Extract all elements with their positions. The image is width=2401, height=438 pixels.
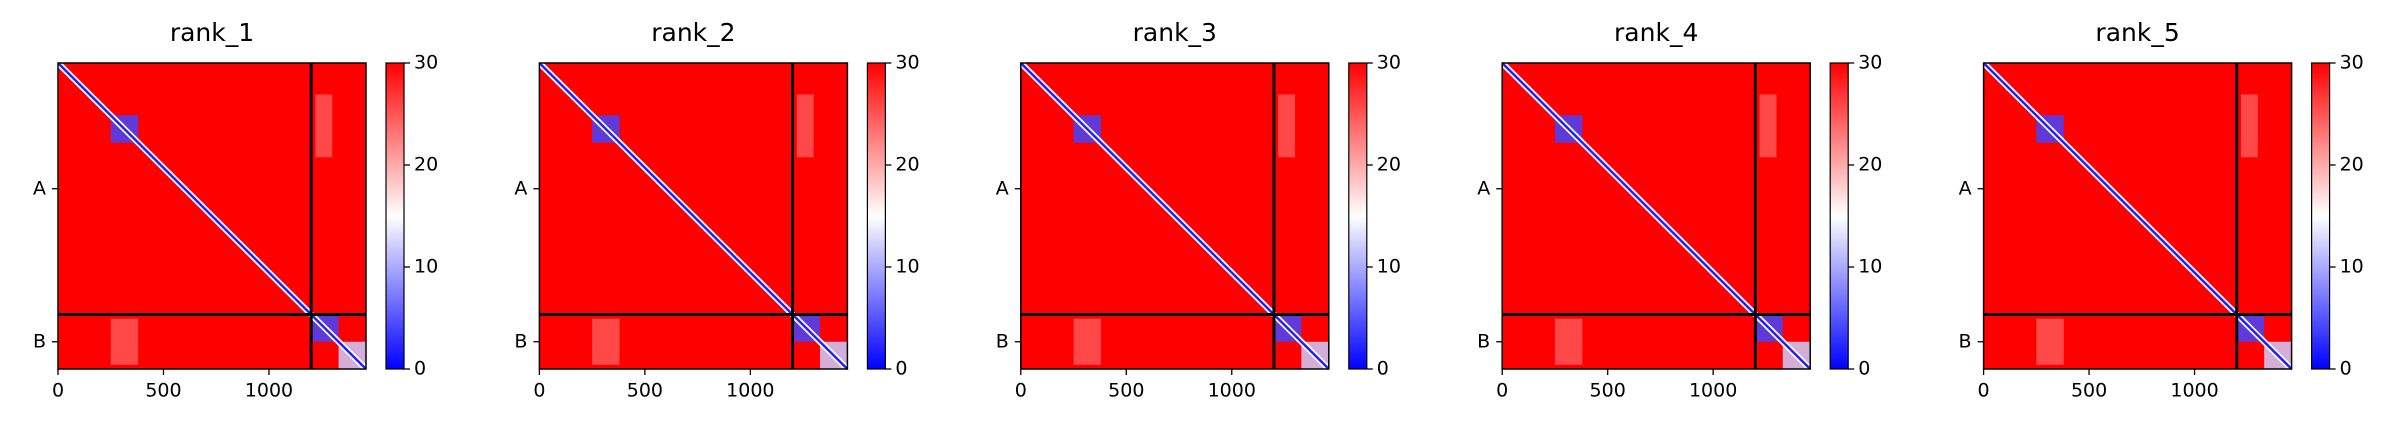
- colorbar: [866, 62, 887, 370]
- colorbar-tick-label: 30: [414, 52, 438, 74]
- x-tick-label: 1000: [245, 380, 293, 402]
- x-tick-label: 0: [1015, 380, 1027, 402]
- y-tick-label: A: [996, 177, 1009, 199]
- colorbar-tick-label: 20: [414, 154, 438, 176]
- colorbar: [1348, 62, 1368, 370]
- heatmap: [1020, 63, 1329, 369]
- x-tick-label: 1000: [726, 380, 774, 402]
- y-tick-label: A: [1477, 177, 1490, 199]
- x-tick-label: 500: [627, 380, 663, 402]
- colorbar: [1829, 62, 1849, 370]
- y-tick-label: B: [1959, 330, 1972, 352]
- heatmap-block: [796, 94, 814, 158]
- x-tick-label: 0: [1496, 380, 1508, 402]
- colorbar-tick-label: 20: [1377, 154, 1401, 176]
- y-tick-label: B: [33, 330, 46, 352]
- y-tick-label: B: [514, 330, 527, 352]
- colorbar: [2311, 62, 2331, 370]
- x-tick-label: 1000: [1689, 380, 1737, 402]
- chart-title: rank_4: [1614, 18, 1698, 47]
- chart-title: rank_3: [1133, 18, 1217, 47]
- colorbar-tick-label: 20: [895, 154, 919, 176]
- axes-frame: [1020, 62, 1330, 370]
- colorbar-tick-label: 0: [2340, 358, 2352, 380]
- chart-title: rank_5: [2095, 18, 2179, 47]
- heatmap-block: [2036, 318, 2064, 365]
- colorbar-tick-label: 0: [1858, 358, 1870, 380]
- heatmap-block: [592, 318, 620, 365]
- axes-frame: [1982, 62, 2293, 370]
- x-tick-label: 0: [533, 380, 545, 402]
- x-tick-label: 500: [1108, 380, 1144, 402]
- colorbar: [385, 62, 405, 370]
- colorbar-tick-label: 20: [2340, 154, 2364, 176]
- heatmap: [539, 63, 848, 369]
- heatmap-block: [2240, 94, 2258, 158]
- colorbar-tick-label: 30: [2340, 52, 2364, 74]
- heatmap: [58, 63, 366, 369]
- x-tick-label: 500: [145, 380, 181, 402]
- axes-frame: [1501, 62, 1811, 370]
- diagonal: [58, 63, 366, 369]
- diagonal: [539, 63, 848, 369]
- colorbar-tick-label: 10: [2340, 256, 2364, 278]
- x-tick-label: 0: [52, 380, 64, 402]
- y-tick-label: A: [1959, 177, 1972, 199]
- colorbar-tick-label: 10: [414, 256, 438, 278]
- colorbar-tick-label: 30: [895, 52, 919, 74]
- colorbar-tick-label: 10: [1377, 256, 1401, 278]
- colorbar-tick-label: 30: [1858, 52, 1882, 74]
- axes-frame: [57, 62, 367, 370]
- heatmap-block: [1759, 94, 1777, 158]
- colorbar-tick-label: 30: [1377, 52, 1401, 74]
- colorbar-tick-label: 0: [895, 358, 907, 380]
- x-tick-label: 0: [1978, 380, 1990, 402]
- chart-title: rank_2: [651, 18, 735, 47]
- heatmap-block: [110, 318, 139, 365]
- colorbar-tick-label: 0: [414, 358, 426, 380]
- y-tick-label: A: [33, 177, 46, 199]
- heatmap: [1502, 63, 1811, 369]
- diagonal: [1502, 63, 1811, 369]
- heatmap-block: [1073, 318, 1101, 365]
- x-tick-label: 1000: [1208, 380, 1256, 402]
- heatmap-block: [1278, 94, 1296, 158]
- x-tick-label: 500: [1590, 380, 1626, 402]
- heatmap-block: [1554, 318, 1583, 365]
- y-tick-label: A: [514, 177, 527, 199]
- y-tick-label: B: [1477, 330, 1490, 352]
- x-tick-label: 500: [2071, 380, 2107, 402]
- colorbar-tick-label: 10: [1858, 256, 1882, 278]
- chart-title: rank_1: [170, 18, 254, 47]
- heatmap-block: [315, 94, 333, 158]
- colorbar-tick-label: 10: [895, 256, 919, 278]
- axes-frame: [538, 62, 849, 370]
- colorbar-tick-label: 20: [1858, 154, 1882, 176]
- diagonal: [1983, 63, 2292, 369]
- y-tick-label: B: [996, 330, 1009, 352]
- colorbar-tick-label: 0: [1377, 358, 1389, 380]
- diagonal: [1020, 63, 1329, 369]
- x-tick-label: 1000: [2170, 380, 2218, 402]
- heatmap: [1983, 63, 2292, 369]
